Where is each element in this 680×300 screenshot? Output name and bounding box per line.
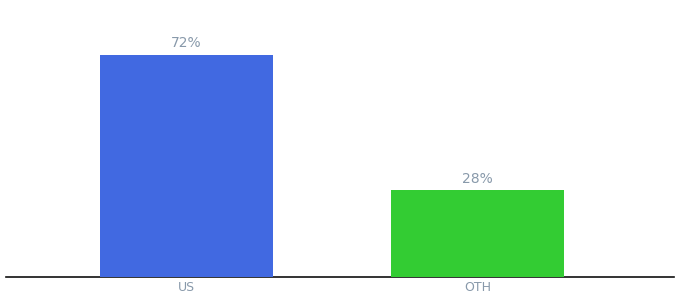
- Text: 72%: 72%: [171, 36, 202, 50]
- Text: 28%: 28%: [462, 172, 493, 186]
- Bar: [100, 55, 273, 277]
- Bar: [391, 190, 564, 277]
